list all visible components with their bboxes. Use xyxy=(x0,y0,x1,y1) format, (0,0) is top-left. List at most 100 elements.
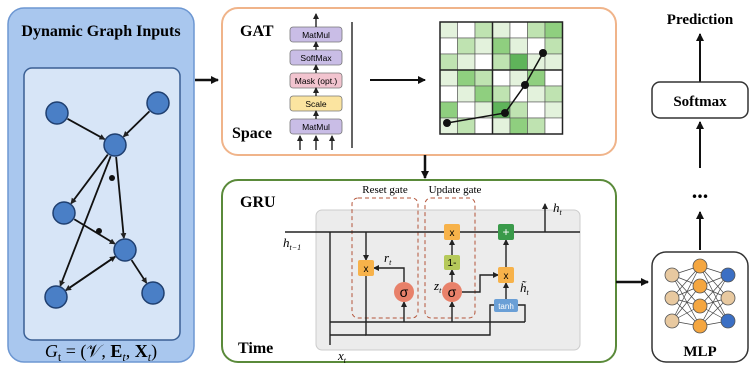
op-mult: x xyxy=(450,228,455,239)
neuron xyxy=(693,319,707,333)
body: Dynamic Graph Inputs Gt = (𝒱, Et, Xt) GA… xyxy=(0,0,755,369)
cell xyxy=(545,118,563,134)
cell xyxy=(528,70,546,86)
ellipsis: ... xyxy=(692,178,709,203)
node xyxy=(104,134,126,156)
block-label: Mask (opt.) xyxy=(295,76,338,86)
page: Dynamic graph model diagram {"input": {"… xyxy=(0,0,755,369)
block-label: SoftMax xyxy=(300,53,332,63)
gru-subtitle: Time xyxy=(238,340,273,357)
cell xyxy=(545,38,563,54)
cell xyxy=(528,118,546,134)
prediction-label: Prediction xyxy=(667,12,734,28)
cell xyxy=(545,86,563,102)
node xyxy=(53,202,75,224)
op-mult: x xyxy=(364,264,369,275)
text-part: = (𝒱, xyxy=(61,341,110,362)
cell xyxy=(510,38,528,54)
gat-subtitle: Space xyxy=(232,125,272,142)
cell xyxy=(440,70,458,86)
neuron xyxy=(665,314,679,328)
text-part: X xyxy=(135,341,148,361)
node xyxy=(142,282,164,304)
softmax-label: Softmax xyxy=(673,94,727,110)
neuron xyxy=(721,314,735,328)
attention-blocks: MatMul SoftMax Mask (opt.) Scale MatMul xyxy=(290,14,342,150)
cell xyxy=(475,86,493,102)
neuron xyxy=(693,259,707,273)
block-label: Scale xyxy=(305,99,327,109)
text-part: , xyxy=(126,341,135,361)
formula: Gt = (𝒱, Et, Xt) xyxy=(45,341,157,364)
node xyxy=(46,102,68,124)
cell xyxy=(545,54,563,70)
neuron xyxy=(693,299,707,313)
cell xyxy=(440,22,458,38)
node xyxy=(114,239,136,261)
block-label: MatMul xyxy=(302,30,330,40)
cell xyxy=(458,70,476,86)
cell xyxy=(510,22,528,38)
neuron xyxy=(693,279,707,293)
cell xyxy=(510,54,528,70)
cell xyxy=(458,54,476,70)
junction xyxy=(96,228,102,234)
cell xyxy=(545,102,563,118)
gru-title: GRU xyxy=(240,194,276,211)
neuron xyxy=(665,268,679,282)
cell xyxy=(475,22,493,38)
cell xyxy=(528,102,546,118)
cell xyxy=(545,22,563,38)
cell xyxy=(493,54,511,70)
point xyxy=(443,119,451,127)
cell xyxy=(458,38,476,54)
cell xyxy=(440,38,458,54)
cell xyxy=(458,22,476,38)
cell xyxy=(440,86,458,102)
op-one-minus: 1- xyxy=(448,258,457,269)
update-gate-label: Update gate xyxy=(429,184,482,196)
cell xyxy=(493,118,511,134)
cell xyxy=(493,38,511,54)
neuron xyxy=(665,291,679,305)
cell xyxy=(475,38,493,54)
input-title: Dynamic Graph Inputs xyxy=(21,23,180,40)
op-tanh: tanh xyxy=(498,302,514,311)
cell xyxy=(458,102,476,118)
cell xyxy=(458,86,476,102)
cell xyxy=(545,70,563,86)
text-part: t−1 xyxy=(290,243,302,252)
text-part: G xyxy=(45,341,58,361)
cell xyxy=(510,102,528,118)
cell xyxy=(440,54,458,70)
text-part: E xyxy=(110,341,122,361)
op-sigma: σ xyxy=(400,284,409,300)
point xyxy=(539,49,547,57)
point xyxy=(501,109,509,117)
node xyxy=(45,286,67,308)
cell xyxy=(493,86,511,102)
cell xyxy=(493,70,511,86)
op-mult: x xyxy=(504,271,509,282)
point xyxy=(521,81,529,89)
cell xyxy=(475,70,493,86)
cell xyxy=(528,22,546,38)
neuron xyxy=(721,268,735,282)
junction xyxy=(109,175,115,181)
cell xyxy=(510,118,528,134)
mlp-label: MLP xyxy=(683,344,716,360)
op-sigma: σ xyxy=(448,284,457,300)
cell xyxy=(440,102,458,118)
reset-gate-label: Reset gate xyxy=(362,184,408,196)
gat-title: GAT xyxy=(240,23,274,40)
text-part: ) xyxy=(151,341,157,362)
cell xyxy=(475,54,493,70)
attention-matrix xyxy=(440,22,563,134)
figure: Dynamic Graph Inputs Gt = (𝒱, Et, Xt) GA… xyxy=(0,0,755,369)
neuron xyxy=(721,291,735,305)
node xyxy=(147,92,169,114)
cell xyxy=(493,22,511,38)
op-plus: + xyxy=(502,225,509,239)
cell xyxy=(475,118,493,134)
block-label: MatMul xyxy=(302,122,330,132)
